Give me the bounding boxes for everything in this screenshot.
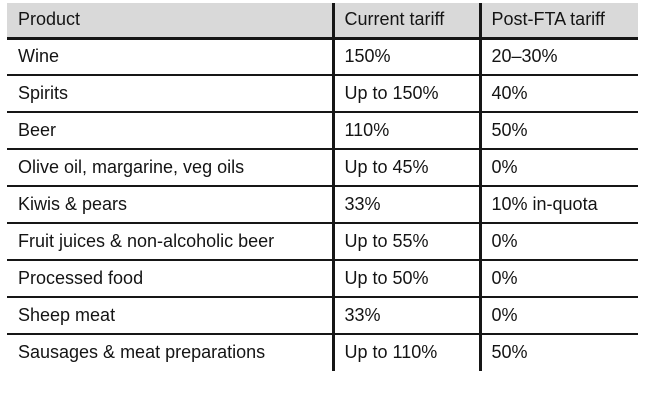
product-cell: Wine bbox=[7, 38, 333, 75]
current-tariff-cell: Up to 50% bbox=[331, 259, 480, 297]
table-row-olive-oil: Olive oil, margarine, veg oils Up to 45%… bbox=[7, 148, 638, 186]
product-cell: Sheep meat bbox=[7, 296, 333, 334]
product-cell: Olive oil, margarine, veg oils bbox=[7, 148, 333, 186]
table-row-wine: Wine 150% 20–30% bbox=[7, 38, 638, 75]
post-fta-tariff-cell: 0% bbox=[478, 296, 638, 334]
column-header-post-fta-tariff: Post-FTA tariff bbox=[478, 3, 638, 40]
current-tariff-cell: Up to 150% bbox=[331, 74, 480, 112]
product-cell: Beer bbox=[7, 111, 333, 149]
current-tariff-cell: 33% bbox=[331, 185, 480, 223]
current-tariff-cell: Up to 110% bbox=[331, 333, 480, 371]
post-fta-tariff-cell: 0% bbox=[478, 259, 638, 297]
post-fta-tariff-cell: 0% bbox=[478, 222, 638, 260]
table-row-processed-food: Processed food Up to 50% 0% bbox=[7, 259, 638, 297]
post-fta-tariff-cell: 50% bbox=[478, 333, 638, 371]
tariff-table: Product Current tariff Post-FTA tariff W… bbox=[7, 3, 638, 371]
post-fta-tariff-cell: 50% bbox=[478, 111, 638, 149]
header-row: Product Current tariff Post-FTA tariff bbox=[7, 3, 638, 40]
product-cell: Processed food bbox=[7, 259, 333, 297]
product-cell: Sausages & meat preparations bbox=[7, 333, 333, 371]
column-header-current-tariff: Current tariff bbox=[331, 3, 480, 40]
post-fta-tariff-cell: 10% in-quota bbox=[478, 185, 638, 223]
current-tariff-cell: Up to 45% bbox=[331, 148, 480, 186]
current-tariff-cell: 110% bbox=[331, 111, 480, 149]
table-row-sheep-meat: Sheep meat 33% 0% bbox=[7, 296, 638, 334]
table-row-fruit-juices: Fruit juices & non-alcoholic beer Up to … bbox=[7, 222, 638, 260]
table-row-beer: Beer 110% 50% bbox=[7, 111, 638, 149]
product-cell: Spirits bbox=[7, 74, 333, 112]
product-cell: Fruit juices & non-alcoholic beer bbox=[7, 222, 333, 260]
table-row-sausages: Sausages & meat preparations Up to 110% … bbox=[7, 333, 638, 371]
column-header-product: Product bbox=[7, 3, 333, 40]
post-fta-tariff-cell: 0% bbox=[478, 148, 638, 186]
table-row-spirits: Spirits Up to 150% 40% bbox=[7, 74, 638, 112]
post-fta-tariff-cell: 40% bbox=[478, 74, 638, 112]
product-cell: Kiwis & pears bbox=[7, 185, 333, 223]
current-tariff-cell: 33% bbox=[331, 296, 480, 334]
table-row-kiwis-pears: Kiwis & pears 33% 10% in-quota bbox=[7, 185, 638, 223]
current-tariff-cell: 150% bbox=[331, 38, 480, 75]
current-tariff-cell: Up to 55% bbox=[331, 222, 480, 260]
post-fta-tariff-cell: 20–30% bbox=[478, 38, 638, 75]
